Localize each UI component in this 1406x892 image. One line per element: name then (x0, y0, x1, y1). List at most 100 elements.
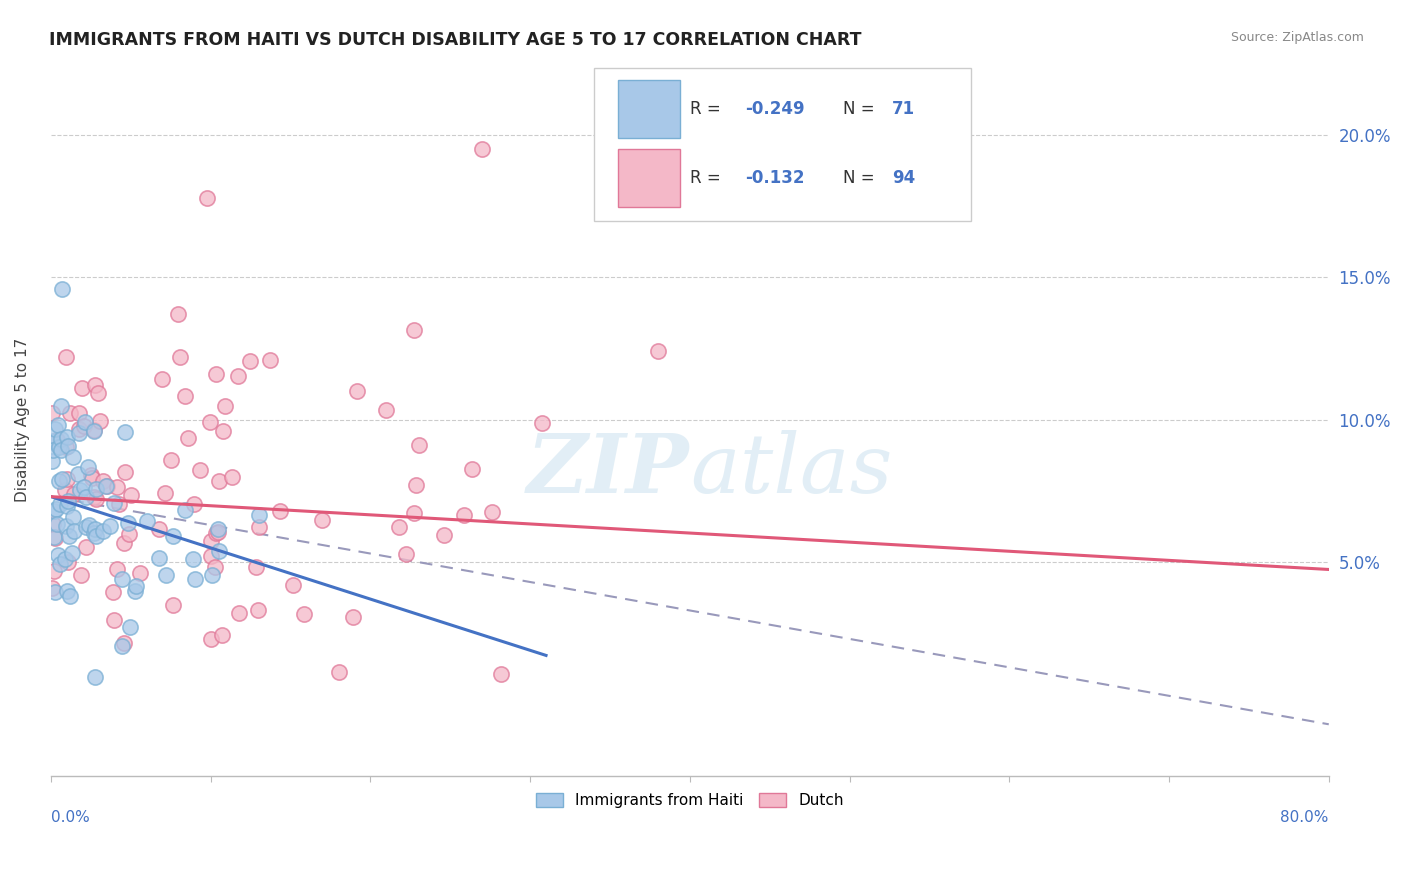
Point (44, 422, 66, 436)
Point (72, 480, 94, 494)
Point (205, 525, 228, 540)
FancyBboxPatch shape (619, 149, 679, 207)
Point (62, 450, 84, 464)
Point (84, 529, 107, 543)
Text: R =: R = (690, 169, 725, 187)
Point (228, 606, 250, 620)
Point (174, 389, 197, 403)
Point (69, 483, 91, 497)
Point (42, 443, 65, 458)
Text: IMMIGRANTS FROM HAITI VS DUTCH DISABILITY AGE 5 TO 17 CORRELATION CHART: IMMIGRANTS FROM HAITI VS DUTCH DISABILIT… (49, 31, 862, 49)
Point (58, 439, 80, 453)
Point (155, 567, 177, 582)
Point (42, 434, 65, 449)
Point (247, 508, 270, 523)
Point (246, 603, 269, 617)
Point (404, 323, 426, 337)
Point (118, 620, 141, 634)
Point (162, 528, 184, 542)
Text: 94: 94 (891, 169, 915, 187)
Point (281, 578, 304, 592)
Point (169, 350, 191, 364)
Point (51, 400, 73, 414)
Point (269, 504, 291, 518)
Point (96, 479, 118, 493)
Point (184, 572, 207, 586)
Point (183, 551, 205, 566)
Point (111, 639, 134, 653)
Point (55, 519, 77, 533)
Point (198, 415, 221, 429)
Point (214, 399, 236, 413)
Text: N =: N = (844, 100, 880, 118)
Point (208, 474, 231, 488)
Point (55, 350, 77, 364)
Point (491, 666, 513, 681)
Point (45, 502, 67, 516)
Point (174, 503, 197, 517)
Point (75, 490, 97, 504)
Point (103, 496, 125, 510)
Point (177, 431, 200, 445)
Point (44, 585, 66, 599)
Point (167, 306, 190, 320)
Point (83, 423, 105, 437)
Point (183, 497, 205, 511)
Point (342, 610, 364, 624)
Point (58, 494, 80, 508)
Point (239, 354, 262, 368)
Point (228, 368, 250, 383)
Point (388, 519, 411, 533)
Point (46, 548, 69, 562)
Point (51, 282, 73, 296)
Text: Source: ZipAtlas.com: Source: ZipAtlas.com (1230, 31, 1364, 45)
Point (55, 472, 77, 486)
Point (211, 628, 233, 642)
Point (83, 670, 105, 684)
Point (247, 520, 270, 534)
Point (62, 510, 84, 524)
Point (111, 572, 134, 586)
Text: 80.0%: 80.0% (1281, 810, 1329, 825)
Point (453, 508, 475, 523)
Point (44, 531, 66, 545)
Point (433, 528, 456, 542)
Point (56, 430, 79, 444)
Point (160, 452, 183, 467)
Point (87, 386, 110, 401)
Point (107, 561, 129, 575)
Text: -0.132: -0.132 (745, 169, 804, 187)
Point (245, 559, 267, 574)
Point (481, 505, 503, 519)
Point (42, 530, 65, 544)
Point (94, 479, 117, 493)
Point (101, 585, 124, 599)
Point (80, 471, 103, 485)
Point (84, 377, 107, 392)
Point (117, 516, 139, 530)
Point (328, 665, 350, 679)
Point (46, 434, 69, 448)
Point (49, 432, 72, 446)
Point (84, 483, 107, 497)
Point (404, 506, 426, 520)
Point (375, 403, 398, 417)
Point (63, 524, 86, 538)
Point (77, 459, 100, 474)
Point (200, 534, 222, 549)
Point (188, 463, 211, 477)
Point (41, 406, 63, 420)
Point (114, 466, 136, 480)
Point (311, 513, 333, 527)
Point (103, 613, 125, 627)
Point (70, 381, 93, 395)
FancyBboxPatch shape (593, 68, 972, 220)
Point (41, 582, 63, 596)
Point (118, 527, 141, 541)
FancyBboxPatch shape (619, 80, 679, 137)
Point (83, 424, 105, 438)
Point (41, 453, 63, 467)
Point (83, 522, 105, 536)
Point (155, 486, 177, 500)
Point (129, 566, 152, 580)
